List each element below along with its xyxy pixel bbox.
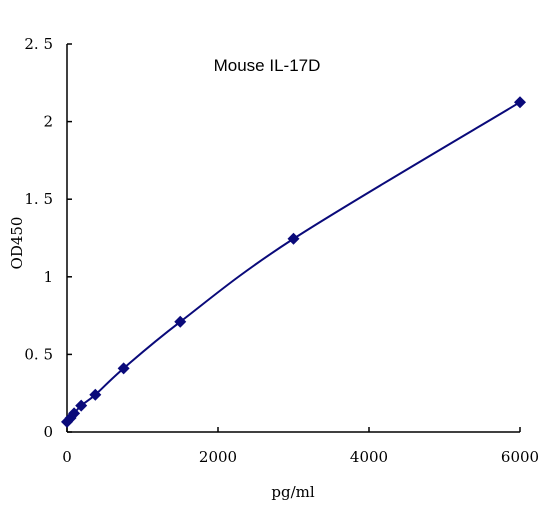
y-tick-label: 1 [43, 268, 53, 286]
data-point [89, 388, 102, 401]
y-tick-label: 1. 5 [24, 190, 53, 208]
data-point [68, 407, 81, 420]
curve-layer [66, 101, 521, 423]
y-tick-label: 0 [43, 423, 53, 441]
data-point [75, 399, 88, 412]
x-tick-label: 2000 [199, 448, 237, 466]
series-line [66, 101, 521, 423]
y-axis-title: OD450 [8, 217, 26, 270]
data-point [287, 232, 300, 245]
data-point [117, 362, 130, 375]
x-tick-label: 0 [62, 448, 72, 466]
x-tick-label: 6000 [501, 448, 539, 466]
x-tick-label: 4000 [350, 448, 388, 466]
y-tick-label: 2. 5 [24, 35, 53, 53]
y-tick-label: 2 [43, 113, 53, 131]
data-point [174, 315, 187, 328]
x-axis-title: pg/ml [271, 483, 314, 501]
y-tick-label: 0. 5 [24, 345, 53, 363]
data-point [514, 96, 526, 109]
points-layer [61, 96, 526, 428]
axes: 0 0. 5 1 1. 5 2 2. 5 0 2000 4000 6000 [24, 35, 539, 466]
chart-title: Mouse IL-17D [214, 56, 321, 75]
